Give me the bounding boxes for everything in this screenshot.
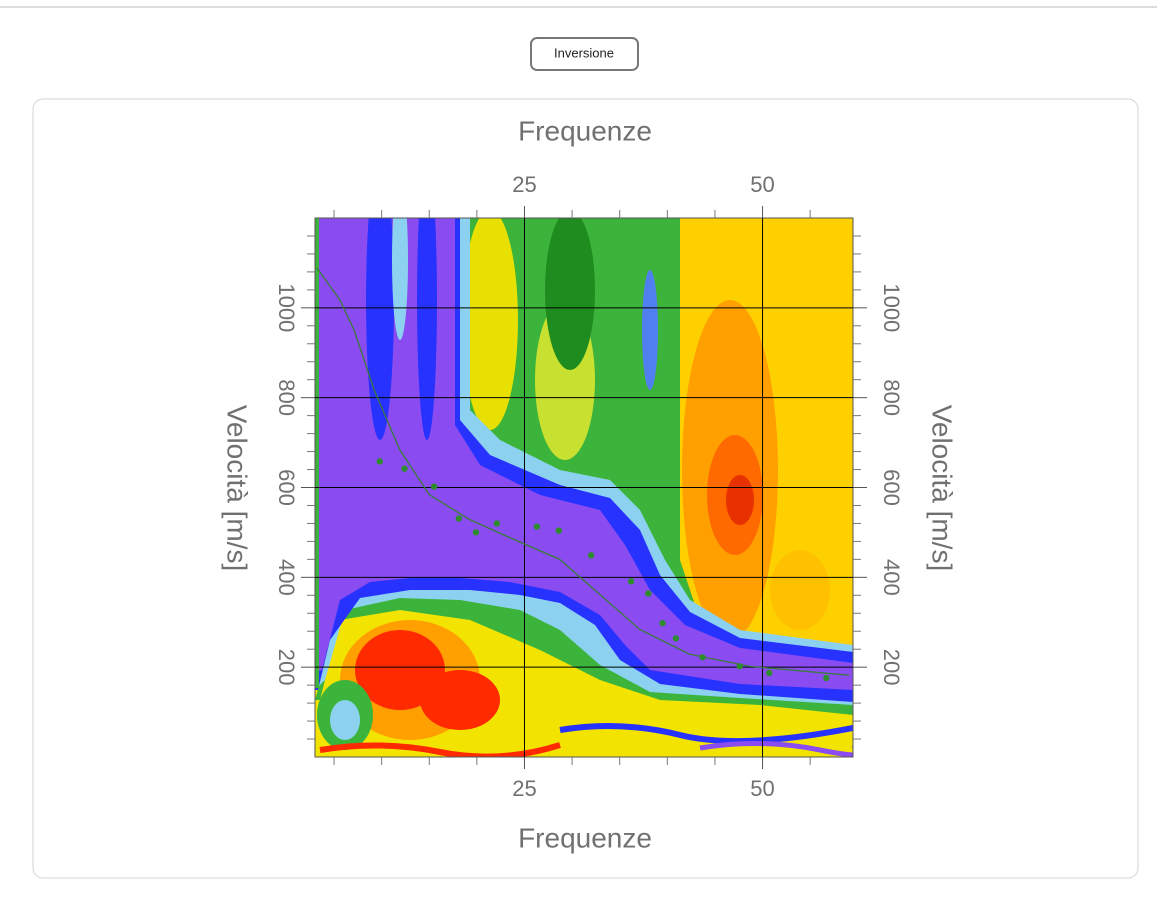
picked-point [673,635,679,641]
y-tick-label: 400 [879,559,904,596]
x-tick-label: 25 [512,172,536,197]
y-axis-title-right: Velocità [m/s] [927,405,958,572]
picked-point [766,670,772,676]
y-tick-label: 400 [274,559,299,596]
picked-point [534,523,540,529]
picked-point [645,590,651,596]
map-zone [642,270,658,390]
y-tick-label: 600 [274,469,299,506]
picked-point [628,578,634,584]
picked-point [473,529,479,535]
picked-point [588,552,594,558]
y-tick-label: 1000 [879,283,904,332]
x-axis-title-top: Frequenze [518,115,652,146]
picked-point [659,620,665,626]
button-label[interactable]: Inversione [554,45,614,60]
y-tick-label: 1000 [274,283,299,332]
picked-point [699,654,705,660]
picked-point [431,483,437,489]
x-axis-title-bottom: Frequenze [518,822,652,853]
app-window: Inversione Frequenze Frequenze Velocità … [0,0,1157,899]
picked-point [736,663,742,669]
y-tick-label: 200 [274,649,299,686]
map-zone [315,218,319,688]
map-zone [420,670,500,730]
y-tick-label: 800 [879,379,904,416]
y-tick-label: 800 [274,379,299,416]
y-tick-label: 600 [879,469,904,506]
x-tick-label: 25 [512,776,536,801]
picked-point [556,527,562,533]
map-zone [330,700,360,740]
map-zone [462,210,518,430]
picked-point [823,675,829,681]
picked-point [401,465,407,471]
x-tick-label: 50 [750,776,774,801]
y-tick-label: 200 [879,649,904,686]
map-zone [726,475,754,525]
y-axis-title-left: Velocità [m/s] [222,405,253,572]
picked-point [456,515,462,521]
button[interactable]: Inversione [531,38,638,70]
map-zone [545,210,595,370]
picked-point [377,458,383,464]
map-zone [770,550,830,630]
x-tick-label: 50 [750,172,774,197]
picked-point [494,520,500,526]
